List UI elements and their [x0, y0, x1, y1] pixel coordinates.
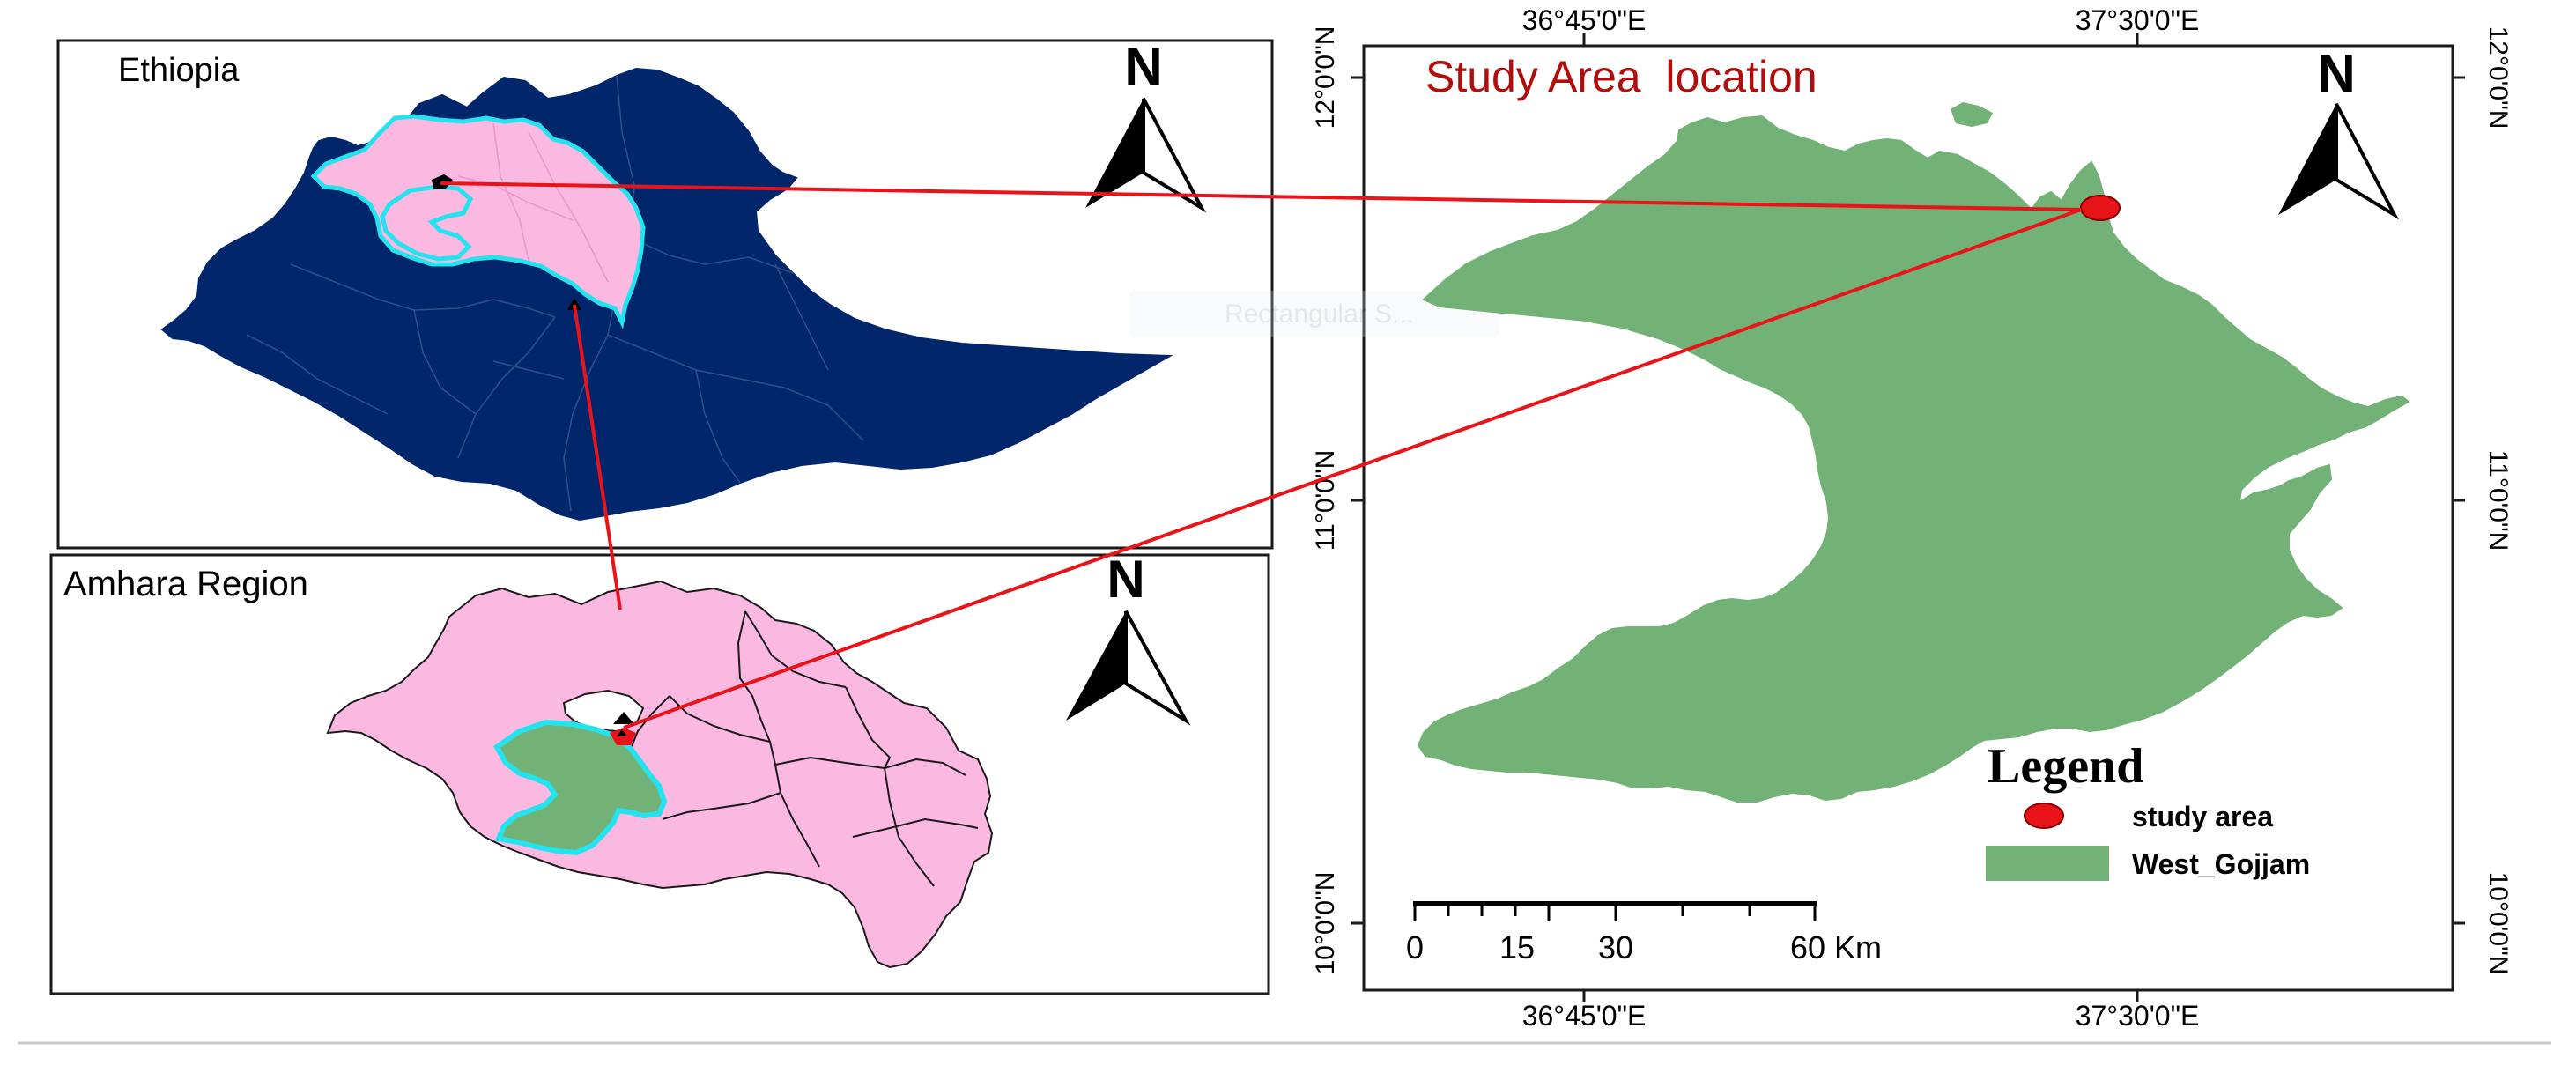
legend: Legend study area West_Gojjam	[1986, 739, 2310, 881]
study-area-marker	[2080, 195, 2121, 221]
study-area-title: Study Area location	[1425, 52, 1817, 101]
connector-lines	[440, 181, 2082, 729]
latitude-label-right-1: 12°0'0"N	[2483, 26, 2513, 129]
ethiopia-north-arrow-right-half	[1142, 98, 1207, 213]
amhara-region-shape	[326, 580, 994, 969]
ethiopia-connector-origin-marker	[567, 298, 581, 310]
longitude-label-top-2: 37°30'0"E	[2076, 4, 2200, 36]
amhara-in-ethiopia	[310, 114, 646, 329]
latitude-label-left-2: 11°0'0"N	[1311, 450, 1340, 551]
connector-ethiopia-top-to-study	[440, 181, 2082, 211]
ethiopia-panel: Ethiopia N	[56, 37, 1274, 550]
study-area-north-arrow-label: N	[2317, 44, 2355, 103]
watermark-text: Rectangular S...	[1225, 300, 1414, 329]
legend-west-gojjam-label: West_Gojjam	[2132, 848, 2310, 880]
scale-bar-label-60: 60 Km	[1790, 929, 1882, 965]
latitude-label-left-3: 10°0'0"N	[1311, 872, 1340, 975]
latitude-label-right-2: 11°0'0"N	[2483, 450, 2513, 551]
longitude-label-bottom-2: 37°30'0"E	[2076, 1000, 2200, 1032]
amhara-north-arrow-label: N	[1107, 550, 1144, 609]
amhara-north-arrow: N	[1066, 550, 1191, 726]
west-gojjam-in-ethiopia	[380, 184, 474, 262]
graticule-ticks	[1351, 33, 2465, 1002]
legend-title: Legend	[1988, 739, 2143, 794]
ethiopia-north-arrow-left-half	[1085, 99, 1144, 208]
study-area-north-arrow-right-half	[2335, 103, 2400, 220]
watermark-box	[1129, 291, 1499, 337]
watermark: Rectangular S...	[1129, 291, 1499, 337]
study-area-north-arrow: N	[2278, 44, 2400, 220]
legend-study-area-symbol	[2024, 803, 2064, 829]
scale-bar-ticks	[1413, 904, 1817, 921]
longitude-label-bottom-1: 36°45'0"E	[1522, 1000, 1647, 1032]
legend-west-gojjam-symbol	[1986, 846, 2109, 881]
connector-ethiopia-to-amhara	[573, 304, 622, 610]
amhara-in-ethiopia-zones	[457, 122, 609, 283]
amhara-north-arrow-left-half	[1066, 611, 1126, 721]
scale-bar-label-30: 30	[1598, 929, 1633, 965]
scale-bar-label-0: 0	[1406, 929, 1424, 965]
ethiopia-label: Ethiopia	[118, 52, 240, 89]
scale-bar: 0 15 30 60 Km	[1406, 901, 1882, 965]
latitude-label-right-3: 10°0'0"N	[2483, 872, 2513, 975]
amhara-study-area-black-marker	[613, 712, 634, 724]
ethiopia-north-arrow: N	[1085, 37, 1207, 213]
scale-bar-label-15: 15	[1499, 929, 1535, 965]
longitude-label-top-1: 36°45'0"E	[1522, 4, 1647, 36]
latitude-label-left-1: 12°0'0"N	[1311, 26, 1340, 129]
amhara-label: Amhara Region	[63, 565, 308, 603]
amhara-north-arrow-right-half	[1124, 610, 1191, 726]
amhara-connector-origin-marker	[617, 729, 627, 736]
ethiopia-north-arrow-label: N	[1124, 37, 1162, 96]
study-area-panel: Rectangular S... Study Area location N L…	[1129, 4, 2513, 1032]
amhara-panel: Amhara Region N	[49, 550, 1270, 995]
legend-study-area-label: study area	[2132, 801, 2273, 832]
study-area-north-arrow-left-half	[2278, 104, 2336, 215]
connector-amhara-to-study	[623, 208, 2082, 729]
west-gojjam-shape	[1417, 115, 2410, 803]
small-island-shape	[1951, 102, 1993, 127]
